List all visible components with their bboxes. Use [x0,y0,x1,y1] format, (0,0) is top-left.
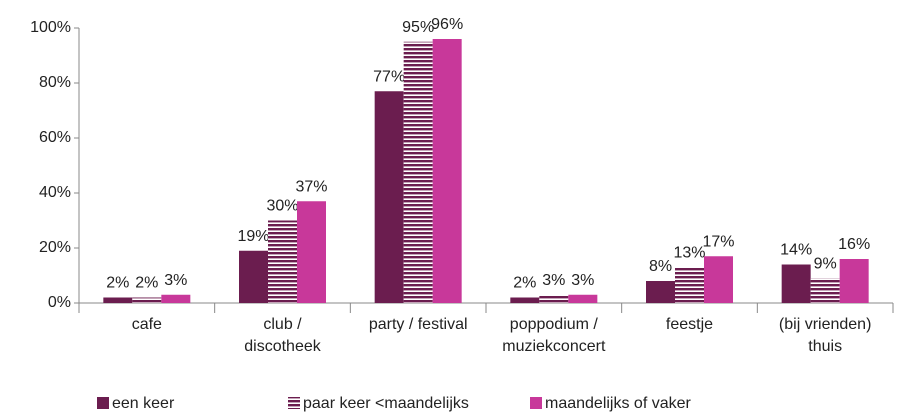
y-tick-label: 60% [39,129,71,146]
data-label: 19% [237,228,269,245]
bar [297,201,326,303]
bar [839,259,869,303]
x-tick-label: cafe [132,316,162,333]
bar [704,256,733,303]
y-tick-label: 80% [39,74,71,91]
data-label: 16% [838,236,870,253]
bar [239,250,268,303]
data-label: 30% [266,198,298,215]
bar [432,39,462,303]
y-tick-label: 40% [39,184,71,201]
x-tick-label: party / festival [369,316,468,333]
data-label: 13% [673,244,705,261]
bar [103,297,133,303]
bar [132,297,162,303]
data-label: 3% [571,272,594,289]
data-label: 37% [295,178,327,195]
data-label: 2% [513,275,536,292]
data-label: 2% [106,275,129,292]
bar [374,91,404,303]
bar [161,294,191,303]
y-tick-label: 20% [39,239,71,256]
bar [268,220,297,303]
bar [539,294,569,303]
bar [810,278,840,303]
data-label: 17% [702,233,734,250]
x-tick-label: club / discotheek [244,316,321,355]
legend-label: paar keer <maandelijks [303,395,469,412]
y-tick-label: 0% [48,294,71,311]
bar [510,297,540,303]
data-label: 3% [164,272,187,289]
bar [568,294,598,303]
bar [781,264,811,303]
data-label: 3% [542,272,565,289]
x-tick-label: poppodium / muziekconcert [502,316,606,355]
x-tick-label: feestje [666,316,713,333]
data-label: 77% [373,68,405,85]
data-label: 9% [814,255,837,272]
legend-label: een keer [112,395,175,412]
y-tick-label: 100% [30,19,71,36]
data-label: 96% [431,16,463,33]
bar [675,267,704,303]
data-label: 2% [135,275,158,292]
legend-swatch [530,397,542,409]
legend-swatch [97,397,109,409]
bar [646,281,675,303]
legend-label: maandelijks of vaker [545,395,692,412]
data-label: 8% [649,258,672,275]
legend-swatch [288,397,300,409]
x-tick-label: (bij vrienden) thuis [779,316,871,355]
bar [403,41,433,303]
data-label: 14% [780,242,812,259]
data-label: 95% [402,19,434,36]
